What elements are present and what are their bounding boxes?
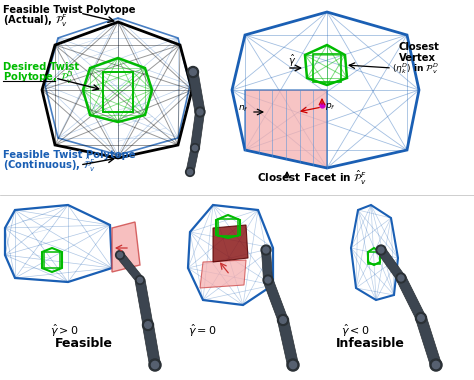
Polygon shape	[245, 90, 327, 168]
Circle shape	[398, 275, 404, 281]
Text: $n_f$: $n_f$	[238, 103, 249, 114]
Circle shape	[396, 273, 406, 283]
Circle shape	[265, 277, 271, 283]
Text: Feasible: Feasible	[55, 337, 113, 350]
Circle shape	[416, 312, 427, 323]
Polygon shape	[416, 316, 441, 367]
Polygon shape	[186, 147, 199, 173]
Polygon shape	[264, 278, 288, 322]
Text: Feasible Twist Polytope: Feasible Twist Polytope	[3, 5, 136, 15]
Circle shape	[287, 359, 299, 371]
Circle shape	[378, 247, 384, 253]
Text: (Actual), $\mathcal{P}_v^F$: (Actual), $\mathcal{P}_v^F$	[3, 12, 68, 29]
Circle shape	[186, 168, 194, 176]
Text: (Continuous), $\hat{\mathcal{P}}_v^F$: (Continuous), $\hat{\mathcal{P}}_v^F$	[3, 156, 96, 174]
Circle shape	[151, 361, 159, 369]
Polygon shape	[135, 279, 153, 326]
Circle shape	[191, 144, 200, 152]
Circle shape	[190, 69, 196, 75]
Polygon shape	[262, 250, 273, 280]
Circle shape	[149, 359, 161, 371]
Circle shape	[261, 245, 271, 255]
Circle shape	[195, 107, 205, 117]
Circle shape	[188, 66, 199, 78]
Circle shape	[118, 252, 123, 258]
Polygon shape	[117, 252, 143, 282]
Circle shape	[289, 361, 297, 369]
Text: $\hat{\gamma}$: $\hat{\gamma}$	[288, 53, 296, 69]
Circle shape	[418, 315, 424, 321]
Circle shape	[136, 276, 145, 284]
Polygon shape	[397, 276, 426, 320]
Polygon shape	[377, 247, 405, 280]
Circle shape	[192, 146, 198, 150]
Circle shape	[116, 250, 124, 260]
Circle shape	[430, 359, 442, 371]
Circle shape	[432, 361, 439, 369]
Text: Polytope, $\mathcal{P}_v^D$: Polytope, $\mathcal{P}_v^D$	[3, 69, 74, 86]
Text: $\hat{\gamma} < 0$: $\hat{\gamma} < 0$	[341, 323, 370, 339]
Polygon shape	[213, 225, 248, 262]
Text: Closest: Closest	[399, 42, 440, 52]
Polygon shape	[191, 111, 204, 149]
Circle shape	[263, 275, 273, 285]
Text: Desired Twist: Desired Twist	[3, 62, 79, 72]
Text: $\hat{\gamma} = 0$: $\hat{\gamma} = 0$	[188, 323, 217, 339]
Polygon shape	[278, 319, 298, 366]
Circle shape	[197, 109, 203, 115]
Text: $\hat{\gamma} > 0$: $\hat{\gamma} > 0$	[50, 323, 79, 339]
Circle shape	[263, 247, 269, 253]
Polygon shape	[188, 71, 205, 113]
Polygon shape	[143, 324, 160, 366]
Text: $p_f$: $p_f$	[325, 101, 336, 112]
Text: Closest Facet in $\hat{\mathcal{P}}_v^F$: Closest Facet in $\hat{\mathcal{P}}_v^F$	[257, 169, 367, 187]
Circle shape	[143, 320, 154, 331]
Circle shape	[277, 315, 289, 326]
Circle shape	[145, 322, 151, 328]
Circle shape	[187, 169, 192, 175]
Polygon shape	[112, 222, 140, 272]
Circle shape	[280, 317, 286, 323]
Text: Infeasible: Infeasible	[336, 337, 405, 350]
Polygon shape	[200, 260, 246, 288]
Text: $(\eta_k^D)$ in $\mathcal{P}_v^D$: $(\eta_k^D)$ in $\mathcal{P}_v^D$	[392, 62, 439, 76]
Circle shape	[137, 277, 143, 283]
Circle shape	[376, 245, 386, 255]
Text: Feasible Twist Polytope: Feasible Twist Polytope	[3, 150, 136, 160]
Text: Vertex: Vertex	[399, 53, 436, 63]
